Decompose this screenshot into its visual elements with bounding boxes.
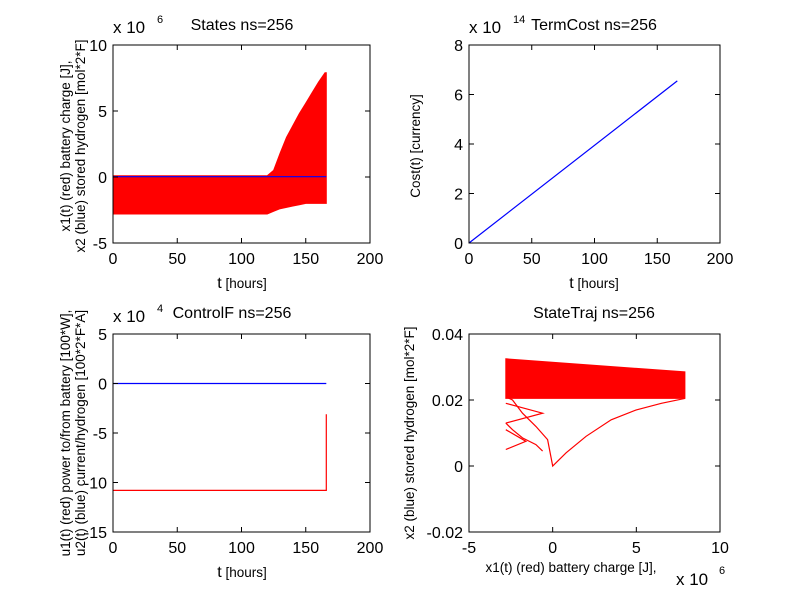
statetraj-xtick-label: 10 bbox=[711, 540, 729, 557]
controlf-ytick-label: -5 bbox=[93, 426, 107, 443]
states-ytick-label: 5 bbox=[98, 104, 107, 121]
termcost-xtick-label: 100 bbox=[581, 251, 608, 268]
termcost-xlabel-unit: [hours] bbox=[577, 276, 618, 291]
termcost-multiplier-base: x 10 bbox=[469, 18, 501, 37]
termcost-xtick-label: 200 bbox=[707, 251, 734, 268]
statetraj-ytick-label: 0 bbox=[454, 459, 463, 476]
controlf-xtick-label: 200 bbox=[357, 540, 384, 557]
states-ytick-label: -5 bbox=[93, 236, 107, 253]
states-ylabel-line1: x1(t) (red) battery charge [J], bbox=[58, 60, 73, 231]
states-xtick-label: 150 bbox=[292, 251, 319, 268]
controlf-xtick-label: 100 bbox=[228, 540, 255, 557]
states-xtick-label: 0 bbox=[109, 251, 118, 268]
termcost-ylabel: Cost(t) [currency] bbox=[408, 94, 423, 198]
controlf-xtick-label: 150 bbox=[292, 540, 319, 557]
controlf-title: ControlF ns=256 bbox=[173, 305, 292, 322]
states-xlabel: t [hours] bbox=[217, 275, 267, 292]
termcost-xlabel: t [hours] bbox=[569, 275, 619, 292]
states-title: States ns=256 bbox=[191, 17, 294, 34]
controlf-xtick-label: 50 bbox=[168, 540, 186, 557]
statetraj-axes-frame bbox=[468, 333, 721, 533]
statetraj-multiplier-base: x 10 bbox=[676, 570, 708, 589]
controlf-ylabel-line2: u2(t) (blue) current/hydrogen [100*2*F*A… bbox=[73, 310, 88, 556]
termcost-plot-area: 0 50 100 150 200 0 2 4 6 8 bbox=[454, 38, 733, 268]
statetraj-xlabel: x1(t) (red) battery charge [J], bbox=[485, 560, 656, 575]
termcost-ytick-label: 2 bbox=[454, 187, 463, 204]
statetraj-ytick-label: -0.02 bbox=[427, 525, 464, 542]
termcost-ytick-label: 0 bbox=[454, 236, 463, 253]
termcost-xlabel-main: t bbox=[569, 275, 574, 292]
termcost-title: TermCost ns=256 bbox=[531, 17, 657, 34]
controlf-multiplier-exponent: 4 bbox=[157, 303, 163, 315]
controlf-ytick-label: -10 bbox=[84, 476, 107, 493]
states-xtick-label: 200 bbox=[357, 251, 384, 268]
statetraj-series-4 bbox=[505, 402, 545, 424]
statetraj-xtick-label: 5 bbox=[632, 540, 641, 557]
statetraj-panel: StateTraj ns=256 -5 0 5 10 -0.02 0 0.02 0.04 x1… bbox=[402, 305, 729, 589]
controlf-xlabel-unit: [hours] bbox=[225, 565, 266, 580]
termcost-ytick-label: 6 bbox=[454, 88, 463, 105]
statetraj-ytick-label: 0.04 bbox=[432, 327, 463, 344]
states-ytick-label: 0 bbox=[98, 170, 107, 187]
statetraj-plot-area: -5 0 5 10 -0.02 0 0.02 0.04 bbox=[427, 327, 729, 557]
states-multiplier-exponent: 6 bbox=[157, 14, 163, 26]
controlf-xlabel: t [hours] bbox=[217, 564, 267, 581]
states-series-1 bbox=[112, 72, 327, 215]
statetraj-xtick-label: 0 bbox=[548, 540, 557, 557]
controlf-series-1 bbox=[113, 414, 327, 491]
controlf-plot-area: 0 50 100 150 200 -15 -10 -5 0 5 bbox=[84, 327, 384, 557]
states-multiplier-base: x 10 bbox=[113, 18, 145, 37]
states-xtick-label: 100 bbox=[228, 251, 255, 268]
states-xlabel-main: t bbox=[217, 275, 222, 292]
statetraj-series-3 bbox=[505, 422, 544, 452]
termcost-xtick-label: 50 bbox=[523, 251, 541, 268]
termcost-ytick-label: 4 bbox=[454, 137, 463, 154]
termcost-series-1 bbox=[468, 80, 678, 244]
statetraj-series-2 bbox=[505, 396, 686, 468]
states-xlabel-unit: [hours] bbox=[225, 276, 266, 291]
termcost-xtick-label: 150 bbox=[644, 251, 671, 268]
states-ylabel-line2: x2 (blue) stored hydrogen [mol*2*F] bbox=[73, 39, 88, 252]
controlf-ytick-label: 0 bbox=[98, 377, 107, 394]
states-ytick-label: 10 bbox=[89, 38, 107, 55]
statetraj-ylabel: x2 (blue) stored hydrogen [mol*2*F] bbox=[402, 326, 417, 539]
controlf-xlabel-main: t bbox=[217, 564, 222, 581]
controlf-xtick-label: 0 bbox=[109, 540, 118, 557]
statetraj-ytick-label: 0.02 bbox=[432, 393, 463, 410]
states-panel: x 10 6 States ns=256 0 50 100 150 200-50510 … bbox=[58, 14, 383, 292]
termcost-multiplier-exponent: 14 bbox=[513, 14, 525, 26]
controlf-multiplier-base: x 10 bbox=[113, 307, 145, 326]
controlf-ylabel-line1: u1(t) (red) power to/from battery [100*W… bbox=[58, 310, 73, 557]
statetraj-series-5 bbox=[505, 429, 528, 451]
controlf-ytick-label: 5 bbox=[98, 327, 107, 344]
termcost-panel: x 10 14 TermCost ns=256 0 50 100 150 200 0 2 4 6… bbox=[408, 14, 733, 292]
controlf-ytick-label: -15 bbox=[84, 525, 107, 542]
statetraj-title: StateTraj ns=256 bbox=[533, 305, 655, 322]
states-xtick-label: 50 bbox=[168, 251, 186, 268]
termcost-xtick-label: 0 bbox=[465, 251, 474, 268]
controlf-panel: x 10 4 ControlF ns=256 0 50 100 150 200-15-1… bbox=[58, 303, 383, 581]
termcost-ytick-label: 8 bbox=[454, 38, 463, 55]
statetraj-xtick-label: -5 bbox=[462, 540, 476, 557]
statetraj-multiplier-exponent: 6 bbox=[719, 565, 725, 577]
